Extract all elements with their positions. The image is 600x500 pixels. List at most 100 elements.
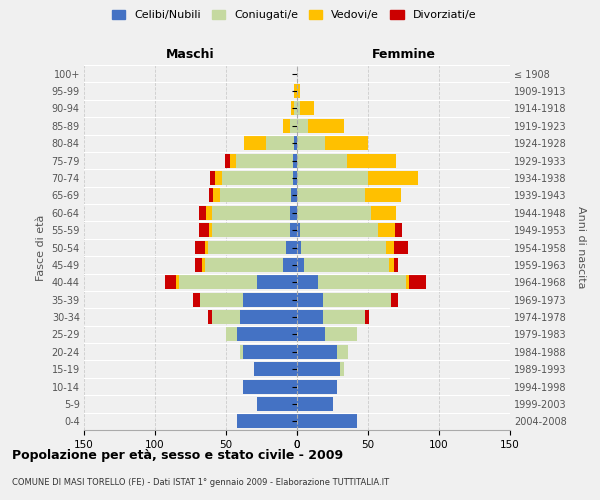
Bar bbox=[297, 414, 356, 428]
Bar bbox=[365, 188, 401, 202]
Bar bbox=[254, 362, 297, 376]
Bar bbox=[297, 188, 365, 202]
Bar bbox=[297, 258, 304, 272]
Y-axis label: Fasce di età: Fasce di età bbox=[36, 214, 46, 280]
Bar bbox=[394, 258, 398, 272]
Bar bbox=[297, 310, 323, 324]
Bar bbox=[297, 84, 300, 98]
Title: Maschi: Maschi bbox=[166, 48, 215, 61]
Bar bbox=[294, 136, 297, 150]
Title: Femmine: Femmine bbox=[371, 48, 436, 61]
Bar bbox=[283, 119, 290, 133]
Bar bbox=[193, 292, 200, 306]
Bar bbox=[290, 206, 297, 220]
Bar bbox=[340, 362, 344, 376]
Bar bbox=[240, 310, 297, 324]
Bar bbox=[213, 188, 220, 202]
Bar bbox=[406, 276, 409, 289]
Bar bbox=[240, 345, 243, 358]
Bar bbox=[323, 292, 391, 306]
Bar bbox=[297, 345, 337, 358]
Bar bbox=[226, 328, 238, 342]
Bar bbox=[325, 328, 356, 342]
Bar bbox=[238, 328, 297, 342]
Bar bbox=[206, 206, 212, 220]
Bar bbox=[199, 223, 209, 237]
Bar bbox=[325, 136, 368, 150]
Bar bbox=[208, 310, 212, 324]
Bar bbox=[365, 310, 370, 324]
Text: Popolazione per età, sesso e stato civile - 2009: Popolazione per età, sesso e stato civil… bbox=[12, 449, 343, 462]
Bar bbox=[286, 240, 297, 254]
Bar bbox=[297, 380, 337, 394]
Bar bbox=[297, 102, 300, 116]
Bar bbox=[243, 292, 297, 306]
Bar bbox=[179, 276, 257, 289]
Bar bbox=[209, 188, 213, 202]
Bar bbox=[205, 258, 283, 272]
Bar bbox=[222, 171, 293, 185]
Bar bbox=[347, 154, 397, 168]
Bar bbox=[292, 188, 297, 202]
Bar bbox=[244, 136, 266, 150]
Bar bbox=[195, 240, 205, 254]
Bar bbox=[238, 414, 297, 428]
Bar bbox=[208, 240, 286, 254]
Bar bbox=[211, 171, 215, 185]
Bar bbox=[205, 240, 208, 254]
Bar bbox=[409, 276, 426, 289]
Bar bbox=[394, 240, 408, 254]
Bar bbox=[297, 397, 332, 411]
Bar bbox=[220, 188, 292, 202]
Bar bbox=[386, 240, 394, 254]
Bar bbox=[297, 276, 319, 289]
Bar bbox=[195, 258, 202, 272]
Bar bbox=[292, 102, 294, 116]
Legend: Celibi/Nubili, Coniugati/e, Vedovi/e, Divorziati/e: Celibi/Nubili, Coniugati/e, Vedovi/e, Di… bbox=[107, 6, 481, 25]
Bar bbox=[297, 206, 371, 220]
Bar bbox=[224, 154, 230, 168]
Bar bbox=[378, 223, 395, 237]
Bar bbox=[266, 136, 294, 150]
Bar bbox=[308, 119, 344, 133]
Bar bbox=[297, 171, 368, 185]
Bar bbox=[300, 223, 378, 237]
Bar bbox=[297, 154, 347, 168]
Text: COMUNE DI MASI TORELLO (FE) - Dati ISTAT 1° gennaio 2009 - Elaborazione TUTTITAL: COMUNE DI MASI TORELLO (FE) - Dati ISTAT… bbox=[12, 478, 389, 487]
Bar bbox=[323, 310, 365, 324]
Bar bbox=[297, 292, 323, 306]
Bar bbox=[212, 206, 290, 220]
Bar bbox=[293, 171, 297, 185]
Bar bbox=[212, 310, 240, 324]
Bar bbox=[202, 258, 205, 272]
Bar bbox=[212, 223, 290, 237]
Bar bbox=[319, 276, 406, 289]
Bar bbox=[209, 223, 212, 237]
Bar bbox=[389, 258, 394, 272]
Bar bbox=[283, 258, 297, 272]
Bar bbox=[297, 362, 340, 376]
Bar bbox=[243, 345, 297, 358]
Bar bbox=[230, 154, 236, 168]
Bar bbox=[395, 223, 402, 237]
Bar bbox=[236, 154, 293, 168]
Bar bbox=[199, 206, 206, 220]
Bar bbox=[297, 223, 300, 237]
Bar bbox=[290, 223, 297, 237]
Bar bbox=[165, 276, 176, 289]
Y-axis label: Anni di nascita: Anni di nascita bbox=[577, 206, 586, 289]
Bar bbox=[391, 292, 398, 306]
Bar bbox=[368, 171, 418, 185]
Bar bbox=[176, 276, 179, 289]
Bar bbox=[257, 276, 297, 289]
Bar bbox=[304, 258, 389, 272]
Bar bbox=[297, 240, 301, 254]
Bar bbox=[337, 345, 348, 358]
Bar bbox=[294, 102, 297, 116]
Bar bbox=[371, 206, 397, 220]
Bar bbox=[297, 119, 308, 133]
Bar bbox=[257, 397, 297, 411]
Bar bbox=[243, 380, 297, 394]
Bar bbox=[297, 136, 325, 150]
Bar bbox=[290, 119, 297, 133]
